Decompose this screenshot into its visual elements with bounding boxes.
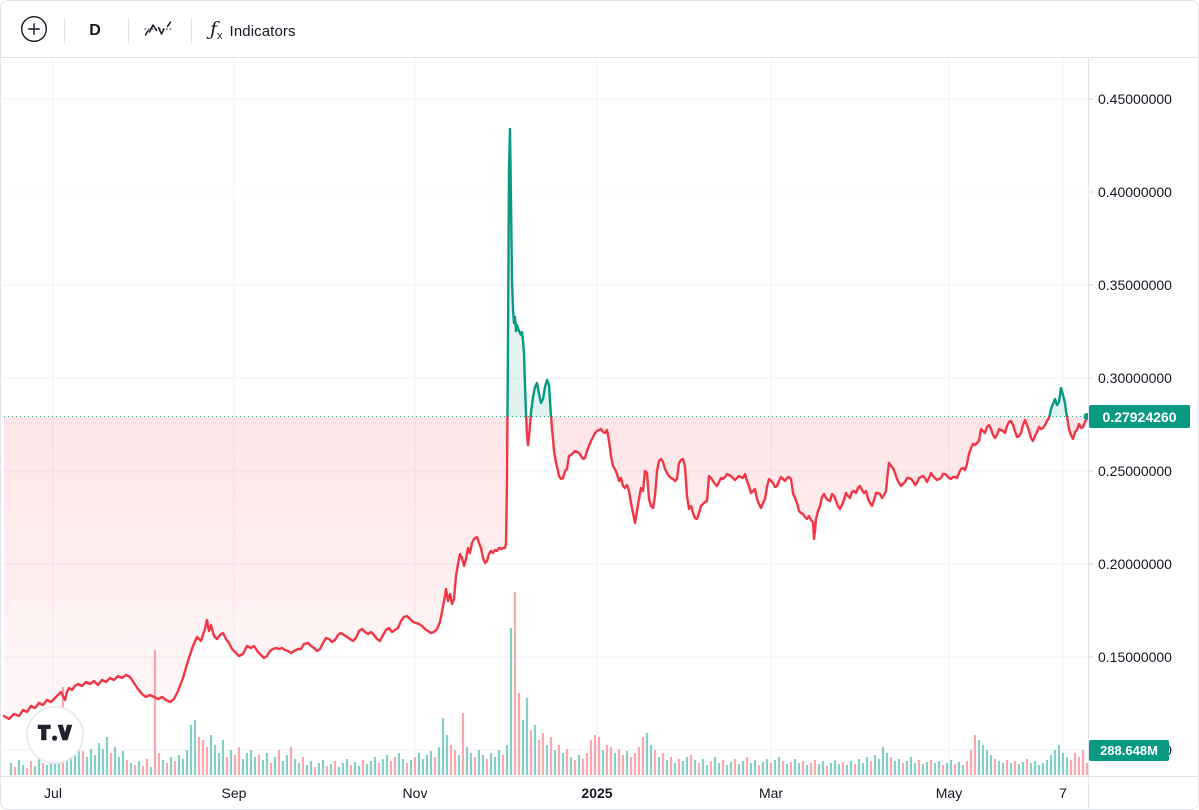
time-axis-label: 2025 [581, 785, 613, 801]
fx-icon: ƒx [210, 18, 223, 42]
interval-label: D [89, 22, 101, 39]
price-axis-label: 0.15000000 [1098, 649, 1172, 665]
baseline-style-icon [143, 18, 173, 45]
indicators-button[interactable]: ƒx Indicators [204, 15, 302, 47]
time-axis-label: Sep [221, 785, 247, 801]
tradingview-logo-icon [36, 722, 74, 748]
price-axis-label: 0.45000000 [1098, 91, 1172, 107]
price-axis-label: 0.35000000 [1098, 277, 1172, 293]
price-axis-label: 0.30000000 [1098, 370, 1172, 386]
price-axis-label: 0.40000000 [1098, 184, 1172, 200]
toolbar-separator [128, 18, 129, 44]
toolbar-separator [64, 18, 65, 44]
last-volume-badge: 288.648M [1089, 740, 1169, 761]
toolbar-separator [191, 18, 192, 44]
time-axis[interactable]: Jul Sep Nov 2025 Mar May 7 [1, 777, 1088, 809]
price-axis-divider [1088, 58, 1089, 809]
time-axis-label: Nov [402, 785, 428, 801]
last-price-badge: 0.27924260 [1089, 405, 1190, 428]
time-axis-label: 7 [1059, 785, 1067, 801]
price-axis[interactable]: 0.27924260 288.648M 0.45000000 0.40000000… [1089, 59, 1198, 776]
plus-circle-icon [19, 14, 49, 49]
indicators-label: Indicators [229, 22, 296, 40]
interval-button[interactable]: D [79, 17, 111, 45]
chart-pane[interactable] [1, 59, 1088, 776]
volume-histogram [9, 592, 1089, 775]
time-axis-label: May [935, 785, 963, 801]
price-axis-label: 0.20000000 [1098, 556, 1172, 572]
time-axis-label: Jul [44, 785, 62, 801]
chart-style-button[interactable] [140, 18, 176, 44]
price-axis-label: 0.25000000 [1098, 463, 1172, 479]
tradingview-logo[interactable] [26, 706, 84, 764]
time-axis-label: Mar [758, 785, 784, 801]
chart-toolbar: D ƒx Indicators [1, 1, 1198, 58]
add-symbol-button[interactable] [18, 15, 50, 47]
price-line-down [2, 416, 1089, 721]
time-axis-divider [1, 776, 1198, 777]
